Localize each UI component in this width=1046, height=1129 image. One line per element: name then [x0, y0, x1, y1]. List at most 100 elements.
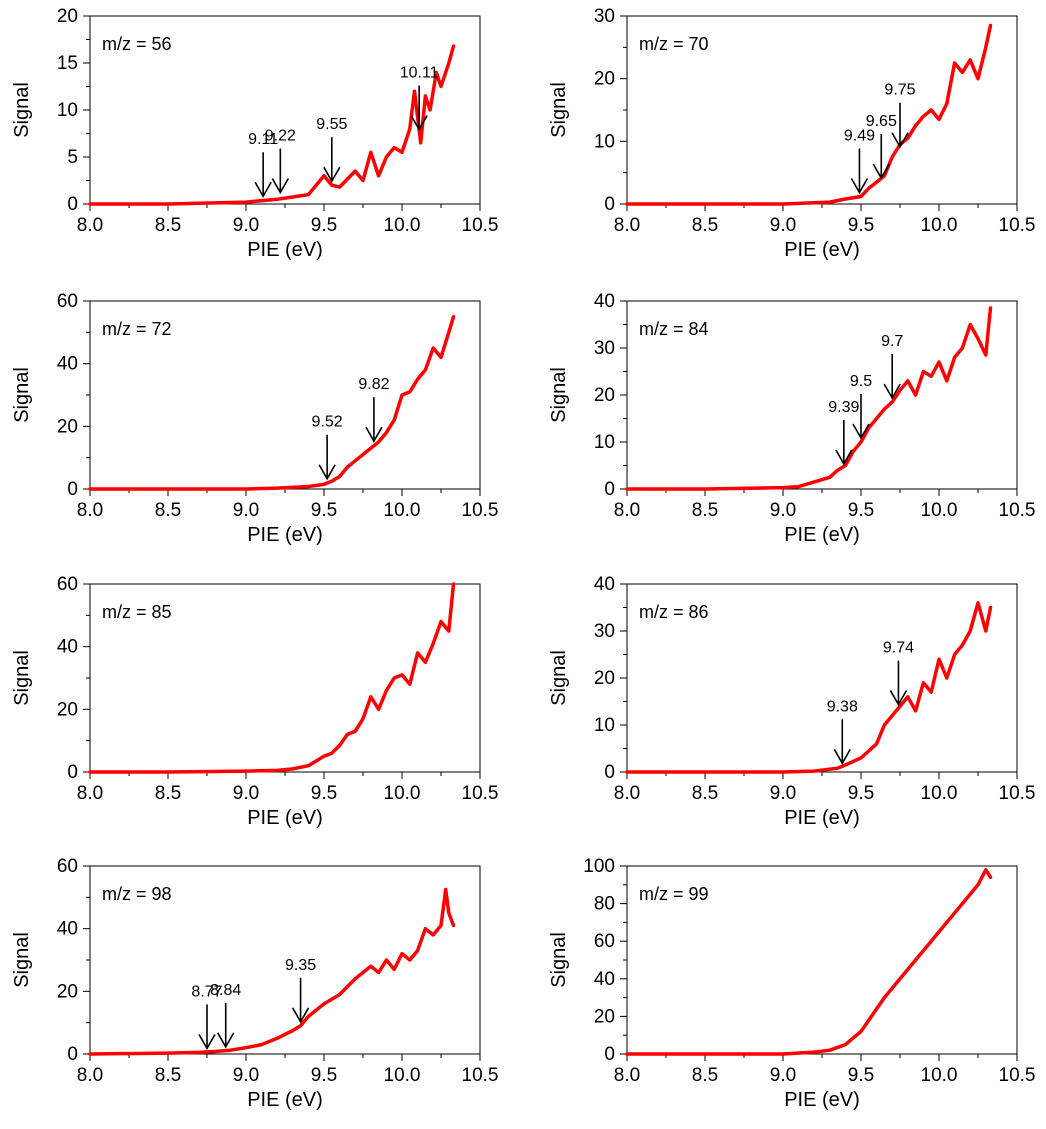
data-line [88, 44, 456, 206]
y-tick-label: 10 [594, 715, 615, 736]
y-tick-label: 10 [57, 100, 78, 121]
annotation-label: 9.22 [265, 127, 296, 144]
x-axis-label: PIE (eV) [784, 807, 860, 829]
y-tick-label: 30 [594, 6, 615, 27]
x-tick-label: 10.5 [999, 500, 1036, 521]
x-axis-label: PIE (eV) [247, 1089, 323, 1111]
data-line [625, 306, 993, 491]
annotation-arrow-head [318, 464, 336, 481]
y-tick-label: 20 [57, 981, 78, 1002]
y-tick-label: 40 [57, 354, 78, 375]
chart-panel-1: 8.0 8.5 9.0 9.5 10.0 10.5 0 5 10 15 20 PIE (eV) Sign… [11, 6, 498, 261]
annotation-label: 9.38 [827, 698, 858, 715]
panel-label: m/z = 86 [639, 602, 709, 622]
y-tick-label: 20 [594, 1006, 615, 1027]
y-tick-label: 60 [57, 574, 78, 595]
chart-panel-4: 8.0 8.5 9.0 9.5 10.0 10.5 0 10 20 30 40 PIE (eV) Sig… [548, 291, 1035, 546]
annotation-label: 9.11 [248, 131, 278, 148]
x-tick-label: 10.0 [384, 783, 421, 804]
x-tick-label: 9.5 [311, 1065, 337, 1086]
y-tick-label: 0 [604, 762, 615, 783]
y-tick-label: 80 [594, 894, 615, 915]
x-tick-label: 9.0 [233, 783, 259, 804]
x-tick-label: 8.0 [77, 783, 103, 804]
y-tick-label: 10 [594, 432, 615, 453]
x-tick-label: 10.5 [462, 783, 499, 804]
x-tick-label: 10.5 [999, 783, 1036, 804]
data-line [625, 868, 993, 1056]
chart-panel-7: 8.0 8.5 9.0 9.5 10.0 10.5 0 20 40 60 PIE (eV) Signa… [11, 856, 498, 1111]
y-tick-label: 40 [594, 291, 615, 312]
y-axis-label: Signal [548, 932, 570, 988]
x-tick-label: 9.0 [233, 215, 259, 236]
y-axis-label: Signal [548, 650, 570, 706]
x-tick-label: 9.5 [311, 783, 337, 804]
y-tick-label: 0 [67, 194, 78, 215]
x-tick-label: 8.0 [614, 215, 640, 236]
x-tick-label: 8.5 [692, 215, 718, 236]
annotation-arrow-head [889, 690, 908, 707]
x-tick-label: 8.5 [692, 783, 718, 804]
x-tick-label: 10.0 [384, 215, 421, 236]
x-axis-label: PIE (eV) [247, 524, 323, 546]
data-line [88, 887, 456, 1056]
x-tick-label: 9.0 [233, 1065, 259, 1086]
y-tick-label: 60 [57, 856, 78, 877]
annotation-arrow-head [833, 748, 851, 765]
x-tick-label: 9.0 [770, 1065, 796, 1086]
y-tick-label: 40 [57, 637, 78, 658]
x-tick-label: 9.0 [770, 500, 796, 521]
x-tick-label: 10.0 [921, 783, 958, 804]
y-tick-label: 0 [67, 1044, 78, 1065]
x-tick-label: 10.5 [462, 215, 499, 236]
annotation-label: 8.77 [191, 983, 222, 1000]
x-tick-label: 10.0 [384, 1065, 421, 1086]
y-tick-label: 30 [594, 621, 615, 642]
chart-panel-5: 8.0 8.5 9.0 9.5 10.0 10.5 0 20 40 60 PIE (eV) Signa… [11, 574, 498, 829]
x-tick-label: 10.5 [462, 500, 499, 521]
panel-label: m/z = 99 [639, 884, 709, 904]
annotation-label: 8.84 [210, 982, 241, 999]
annotation-label: 9.65 [866, 113, 897, 130]
x-axis-label: PIE (eV) [784, 1089, 860, 1111]
annotation-arrow-head [410, 115, 428, 132]
x-tick-label: 9.0 [233, 500, 259, 521]
y-axis-label: Signal [11, 367, 33, 423]
annotation-label: 9.82 [358, 376, 389, 393]
y-tick-label: 20 [57, 699, 78, 720]
annotation-arrow-head [891, 132, 909, 149]
annotation-label: 9.49 [844, 127, 875, 144]
y-tick-label: 60 [57, 291, 78, 312]
y-axis-label: Signal [548, 82, 570, 138]
y-tick-label: 0 [604, 1044, 615, 1065]
data-line [88, 314, 456, 491]
panel-label: m/z = 98 [102, 884, 172, 904]
chart-panel-3: 8.0 8.5 9.0 9.5 10.0 10.5 0 20 40 60 PIE (eV) Signa… [11, 291, 498, 546]
x-tick-label: 8.0 [77, 215, 103, 236]
panel-label: m/z = 70 [639, 34, 709, 54]
x-tick-label: 9.5 [311, 215, 337, 236]
y-tick-label: 15 [57, 53, 78, 74]
x-tick-label: 8.0 [614, 1065, 640, 1086]
x-tick-label: 8.5 [692, 1065, 718, 1086]
x-axis-label: PIE (eV) [784, 524, 860, 546]
y-tick-label: 10 [594, 131, 615, 152]
x-tick-label: 10.5 [999, 1065, 1036, 1086]
x-tick-label: 9.5 [848, 783, 874, 804]
x-tick-label: 8.0 [614, 783, 640, 804]
annotation-label: 9.7 [881, 333, 903, 350]
chart-panel-8: 8.0 8.5 9.0 9.5 10.0 10.5 0 20 40 60 80 100 PIE (eV)… [548, 856, 1035, 1111]
annotation-arrow-head [872, 163, 890, 180]
x-axis-label: PIE (eV) [247, 239, 323, 261]
x-tick-label: 8.0 [614, 500, 640, 521]
x-tick-label: 10.0 [384, 500, 421, 521]
y-axis-label: Signal [11, 932, 33, 988]
y-tick-label: 0 [67, 762, 78, 783]
x-tick-label: 9.5 [848, 1065, 874, 1086]
annotation-arrow-head [291, 1007, 310, 1024]
x-axis-label: PIE (eV) [784, 239, 860, 261]
x-axis-label: PIE (eV) [247, 807, 323, 829]
x-tick-label: 9.5 [311, 500, 337, 521]
annotation-label: 9.35 [285, 957, 316, 974]
